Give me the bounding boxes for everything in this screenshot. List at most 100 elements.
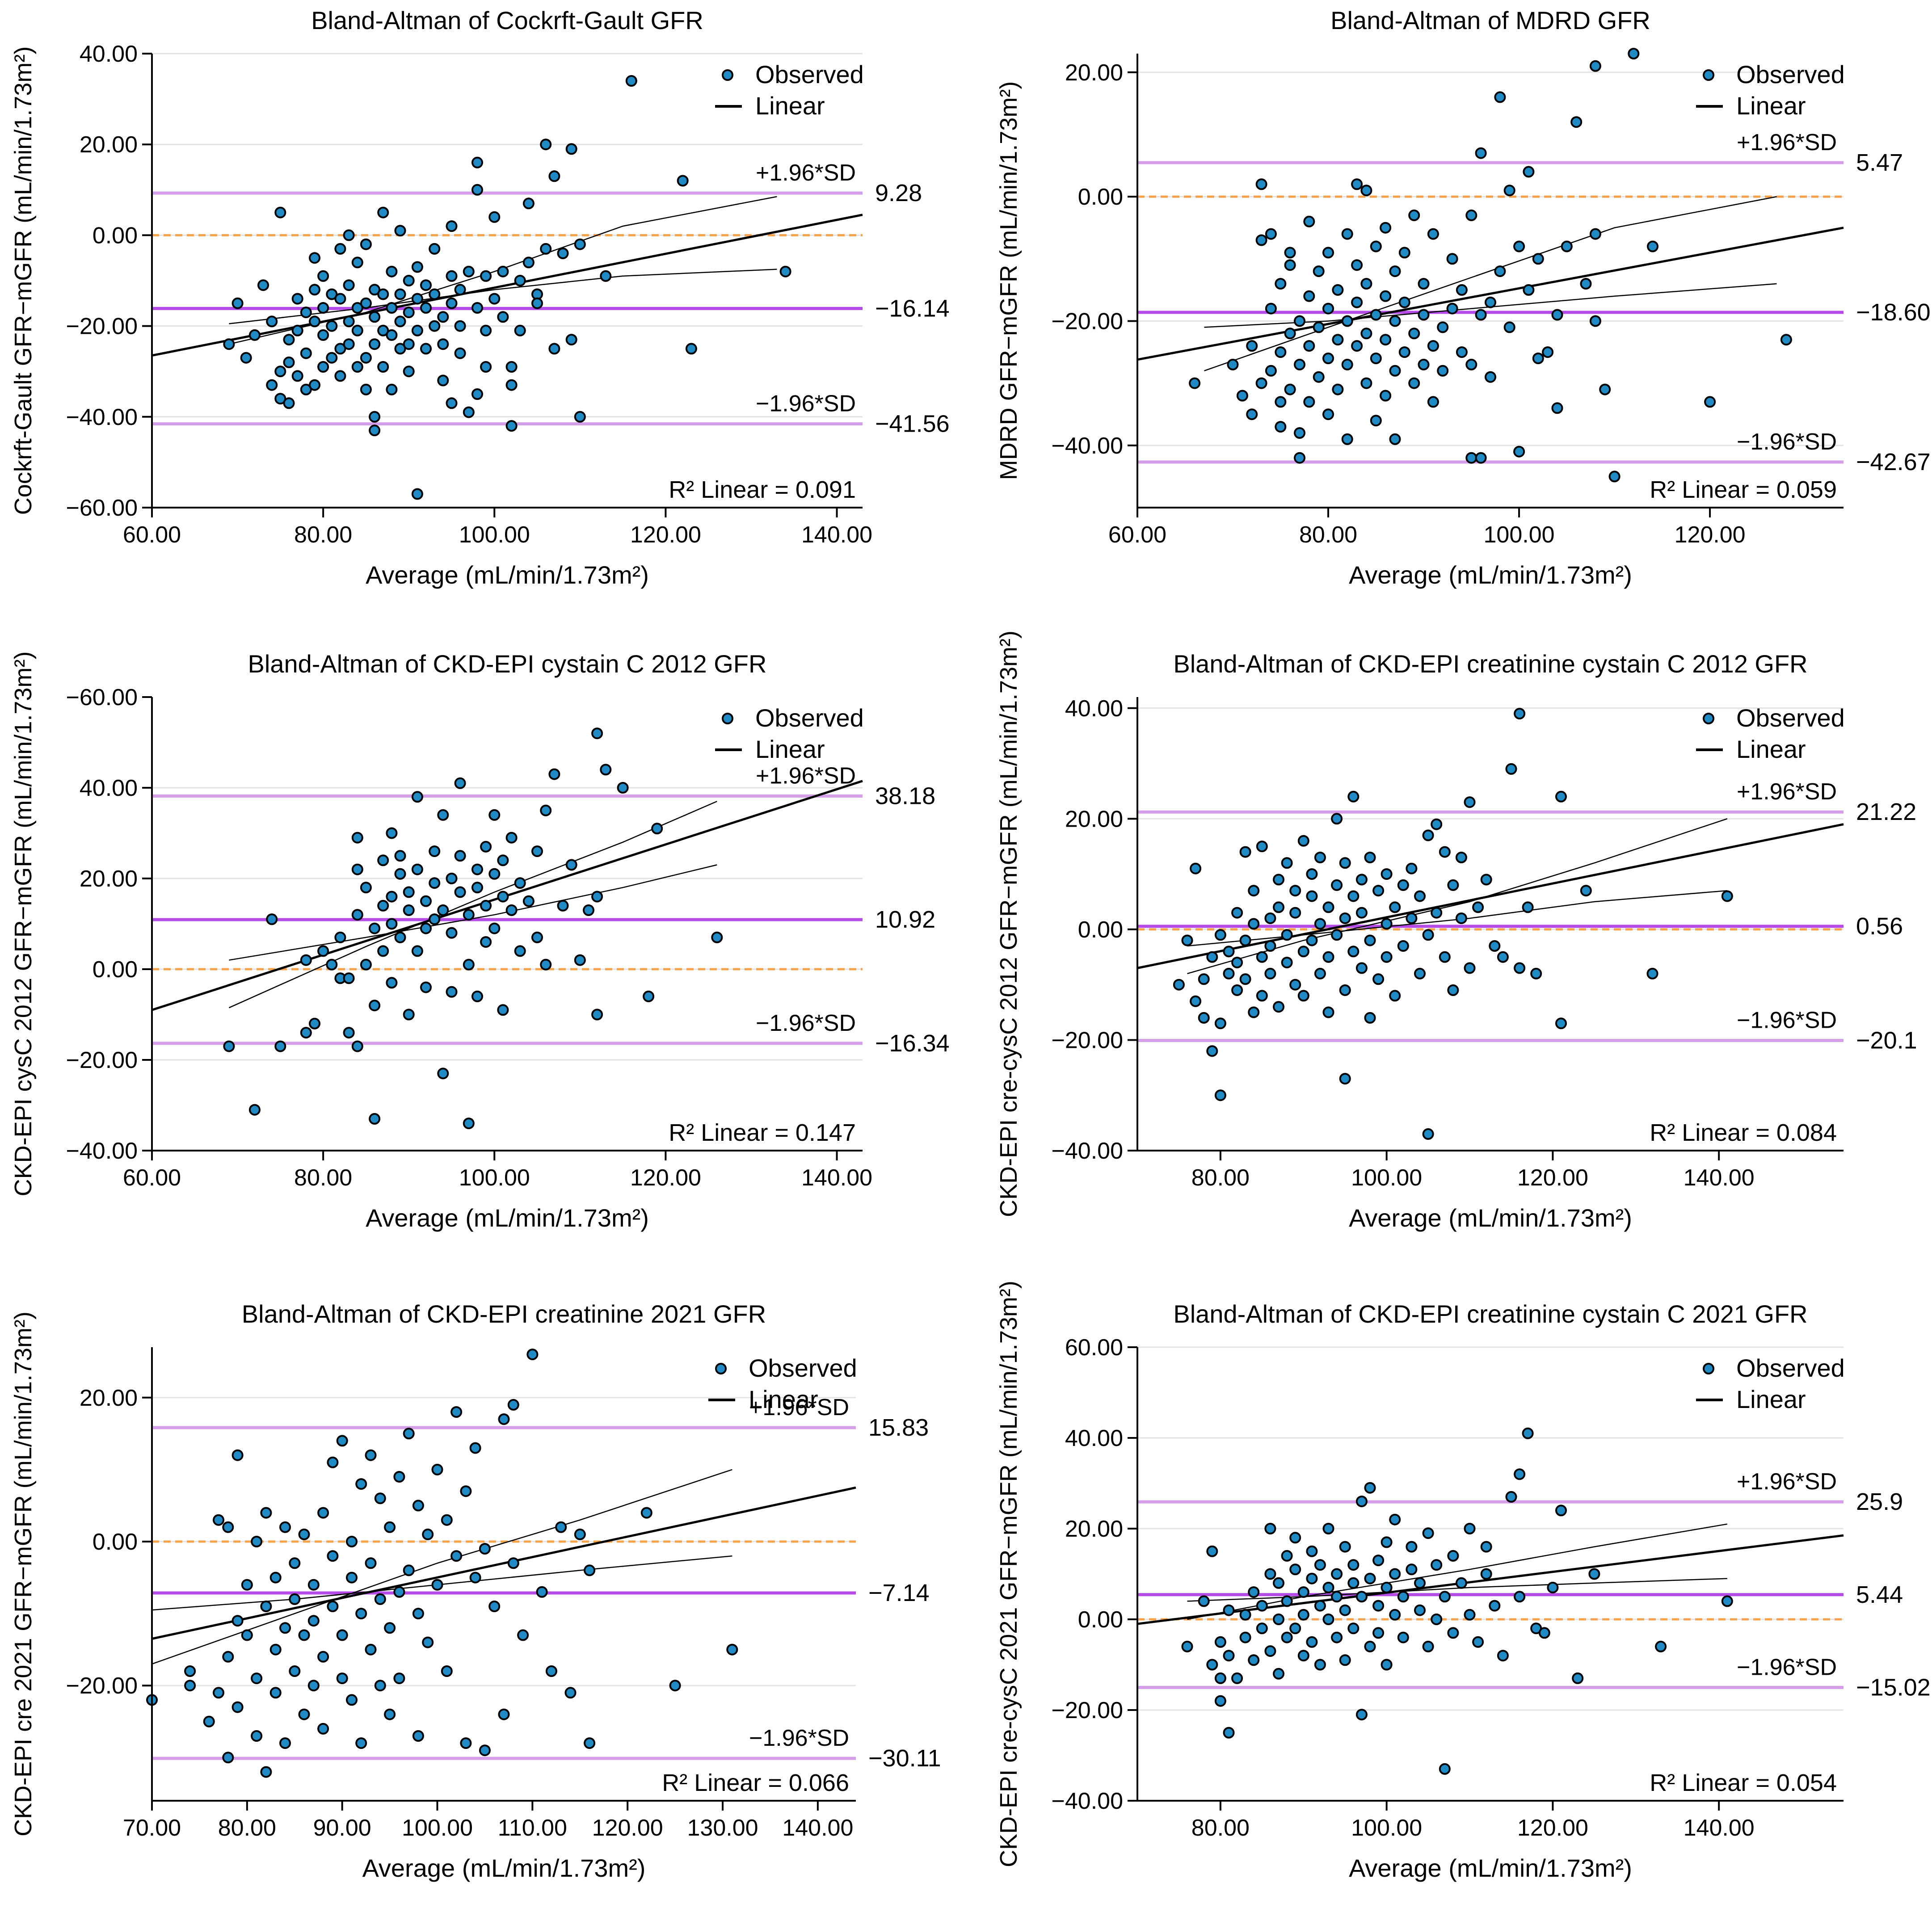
data-point	[1206, 1045, 1218, 1057]
legend-observed-marker	[1703, 713, 1714, 724]
data-point	[1322, 1006, 1334, 1018]
chart-title: Bland-Altman of CKD-EPI creatinine cysta…	[1173, 650, 1807, 678]
x-tick-label: 70.00	[123, 1815, 181, 1841]
data-point	[1514, 1591, 1526, 1603]
data-point	[222, 1651, 234, 1663]
data-point	[420, 279, 432, 291]
data-point	[1447, 1627, 1459, 1639]
data-point	[386, 383, 398, 395]
data-point	[374, 1492, 386, 1504]
data-point	[1339, 1541, 1351, 1553]
data-point	[514, 945, 526, 957]
legend-observed-marker	[715, 1363, 727, 1374]
data-point	[1181, 934, 1193, 946]
data-point	[1351, 340, 1363, 352]
data-point	[1465, 358, 1477, 370]
data-point	[291, 293, 303, 305]
lower-loa-value: −20.1	[1856, 1027, 1917, 1054]
data-point	[677, 175, 689, 187]
data-point	[300, 383, 312, 395]
data-point	[223, 338, 235, 350]
data-point	[1231, 984, 1243, 996]
data-point	[1503, 185, 1515, 197]
data-point	[369, 922, 381, 934]
data-point	[726, 1643, 738, 1656]
data-point	[386, 302, 398, 314]
x-tick-label: 140.00	[1684, 1165, 1755, 1191]
data-point	[441, 1665, 453, 1677]
data-point	[1351, 178, 1363, 190]
data-point	[317, 329, 329, 341]
lower-sd-label: −1.96*SD	[1737, 1008, 1837, 1034]
data-point	[1406, 912, 1418, 924]
data-point	[1264, 940, 1276, 952]
data-point	[1494, 265, 1506, 277]
data-point	[279, 1737, 291, 1749]
data-point	[1480, 1541, 1492, 1553]
data-point	[355, 1478, 367, 1490]
data-point	[1570, 116, 1583, 128]
data-point	[574, 238, 586, 250]
ci-upper-curve	[228, 801, 717, 1009]
data-point	[1485, 371, 1496, 383]
data-point	[1189, 377, 1201, 389]
data-point	[1555, 1017, 1567, 1030]
data-point	[1231, 957, 1243, 969]
data-point	[1655, 1640, 1667, 1652]
ci-lower-curve	[229, 269, 777, 324]
data-point	[1264, 967, 1276, 979]
data-point	[625, 75, 637, 87]
data-point	[498, 1413, 510, 1425]
data-point	[1314, 852, 1326, 863]
y-tick-label: −20.00	[1052, 1027, 1124, 1053]
data-point	[334, 343, 346, 355]
upper-sd-label: +1.96*SD	[756, 763, 856, 789]
data-point	[1281, 1550, 1293, 1562]
data-point	[260, 1601, 272, 1612]
linear-fit-line	[152, 1486, 856, 1640]
data-point	[437, 904, 449, 916]
data-point	[488, 809, 501, 821]
data-point	[374, 1680, 386, 1692]
data-point	[1381, 1659, 1393, 1671]
data-point	[1314, 967, 1326, 979]
data-point	[411, 863, 423, 875]
data-point	[289, 1593, 301, 1605]
data-point	[411, 324, 423, 336]
lower-sd-label: −1.96*SD	[756, 391, 856, 417]
upper-loa-value: 5.47	[1856, 149, 1903, 176]
data-point	[257, 279, 269, 291]
data-point	[291, 370, 303, 382]
data-point	[223, 1040, 235, 1052]
data-point	[1372, 1555, 1385, 1567]
r-squared-label: R² Linear = 0.066	[662, 1769, 849, 1796]
data-point	[213, 1687, 224, 1699]
data-point	[1347, 1577, 1360, 1589]
data-point	[412, 1500, 424, 1512]
data-point	[1294, 427, 1305, 439]
data-point	[437, 338, 449, 350]
data-point	[274, 1040, 286, 1052]
data-point	[531, 931, 543, 943]
data-point	[1427, 340, 1439, 352]
data-point	[526, 1349, 539, 1361]
data-point	[1389, 1513, 1401, 1525]
data-point	[1275, 421, 1287, 433]
data-point	[184, 1680, 196, 1692]
legend-observed-label: Observed	[1736, 1354, 1845, 1382]
data-point	[497, 1004, 509, 1016]
data-point	[393, 1586, 405, 1598]
data-point	[446, 297, 458, 309]
data-point	[643, 990, 655, 1002]
y-tick-label: 40.00	[1065, 1425, 1123, 1451]
upper-loa-value: 25.9	[1856, 1488, 1903, 1515]
x-tick-label: 100.00	[402, 1815, 473, 1841]
data-point	[1347, 1559, 1360, 1571]
data-point	[651, 823, 663, 835]
ci-lower-curve	[229, 864, 717, 961]
data-point	[471, 184, 483, 196]
data-point	[1513, 240, 1525, 252]
data-point	[1314, 1600, 1326, 1612]
data-point	[1555, 1504, 1567, 1517]
lower-sd-label: −1.96*SD	[749, 1725, 849, 1751]
